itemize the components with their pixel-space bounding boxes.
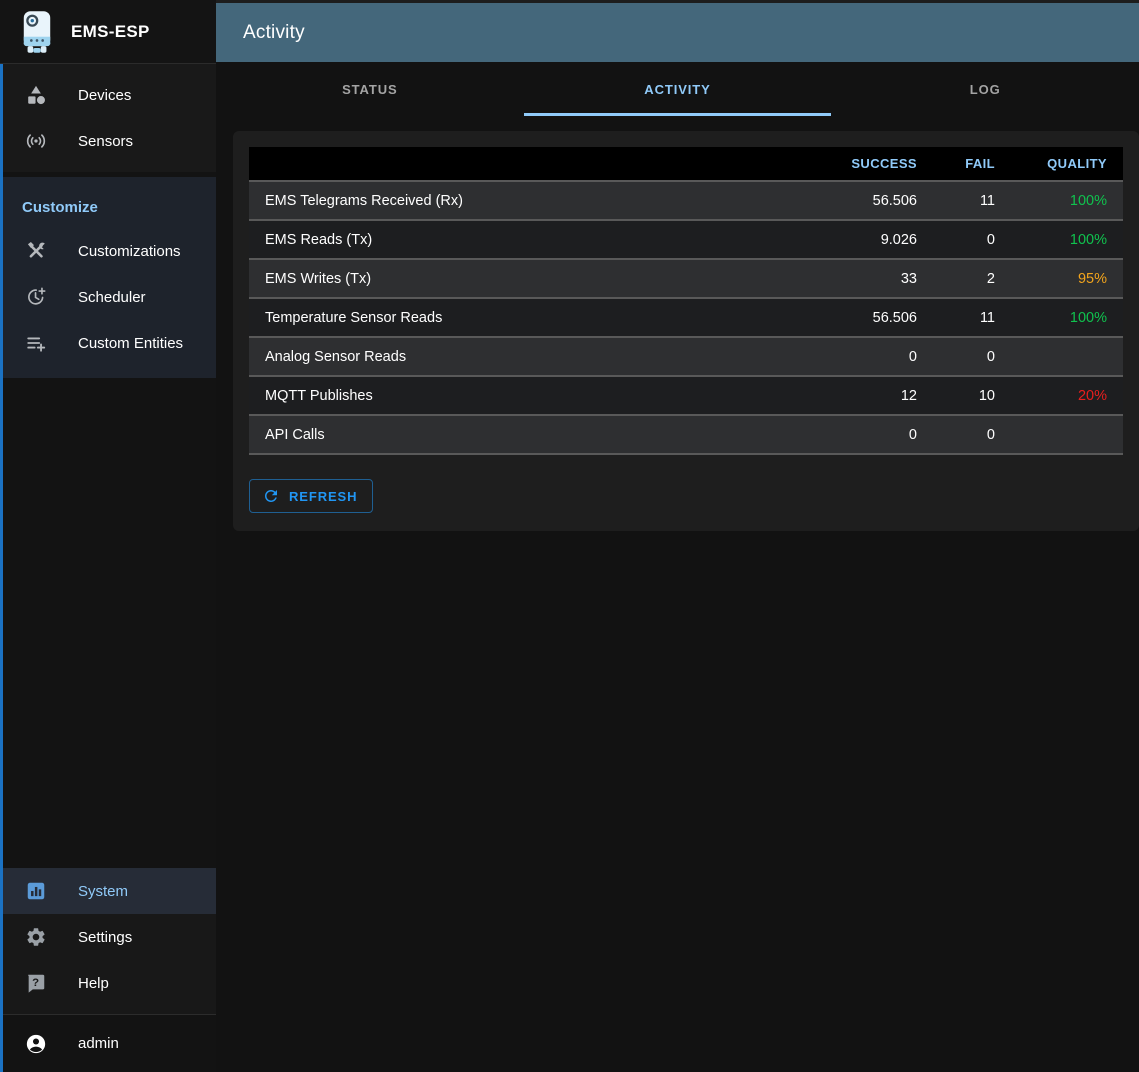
row-quality: 100% (1011, 298, 1123, 338)
sensors-icon (25, 130, 47, 152)
sidebar-divider (0, 1014, 216, 1015)
refresh-icon (262, 487, 280, 505)
column-header-success: SUCCESS (815, 147, 933, 182)
sidebar-spacer (0, 378, 216, 868)
sidebar-nav-main: Devices Sensors (0, 64, 216, 172)
row-fail: 10 (933, 376, 1011, 416)
brand-header: EMS-ESP (0, 0, 216, 64)
main-content: Activity STATUS ACTIVITY LOG SUCCESS FAI… (216, 0, 1139, 1072)
table-row: EMS Reads (Tx) 9.026 0 100% (249, 220, 1123, 260)
row-fail: 11 (933, 181, 1011, 221)
boiler-icon (20, 9, 54, 55)
sidebar-item-customizations[interactable]: Customizations (0, 228, 216, 274)
analytics-icon (25, 880, 47, 902)
sidebar-item-admin[interactable]: admin (0, 1015, 216, 1072)
sidebar-nav-bottom: System Settings ? Help (0, 868, 216, 1014)
appbar: Activity (216, 0, 1139, 62)
row-quality: 20% (1011, 376, 1123, 416)
table-row: EMS Telegrams Received (Rx) 56.506 11 10… (249, 181, 1123, 221)
user-name: admin (78, 1035, 119, 1052)
row-success: 33 (815, 259, 933, 299)
row-name: MQTT Publishes (249, 376, 815, 416)
sidebar-item-label: Scheduler (78, 288, 146, 306)
table-row: EMS Writes (Tx) 33 2 95% (249, 259, 1123, 299)
row-success: 56.506 (815, 298, 933, 338)
table-header-row: SUCCESS FAIL QUALITY (249, 147, 1123, 182)
sidebar-item-custom-entities[interactable]: Custom Entities (0, 320, 216, 366)
row-quality (1011, 415, 1123, 455)
sidebar: EMS-ESP Devices (0, 0, 216, 1072)
row-name: EMS Writes (Tx) (249, 259, 815, 299)
row-quality: 100% (1011, 181, 1123, 221)
refresh-button-label: REFRESH (289, 488, 358, 504)
sidebar-user-section: admin (0, 1015, 216, 1072)
activity-card: SUCCESS FAIL QUALITY EMS Telegrams Recei… (233, 131, 1139, 531)
sidebar-item-label: Sensors (78, 132, 134, 150)
sidebar-scrollbar[interactable] (0, 64, 3, 1072)
table-row: Temperature Sensor Reads 56.506 11 100% (249, 298, 1123, 338)
category-icon (25, 84, 47, 106)
column-header-fail: FAIL (933, 147, 1011, 182)
row-quality (1011, 337, 1123, 377)
sidebar-section-customize: Customize Customizations (0, 177, 216, 378)
row-name: EMS Telegrams Received (Rx) (249, 181, 815, 221)
svg-text:?: ? (32, 977, 39, 989)
customize-section-title: Customize (22, 199, 98, 216)
row-name: API Calls (249, 415, 815, 455)
brand-title: EMS-ESP (71, 21, 150, 41)
table-row: MQTT Publishes 12 10 20% (249, 376, 1123, 416)
more-time-icon (25, 286, 47, 308)
gear-icon (25, 926, 47, 948)
table-row: Analog Sensor Reads 0 0 (249, 337, 1123, 377)
row-success: 0 (815, 337, 933, 377)
row-quality: 100% (1011, 220, 1123, 260)
sidebar-item-label: Devices (78, 86, 132, 104)
row-name: Analog Sensor Reads (249, 337, 815, 377)
sidebar-item-scheduler[interactable]: Scheduler (0, 274, 216, 320)
row-fail: 0 (933, 415, 1011, 455)
row-success: 9.026 (815, 220, 933, 260)
table-row: API Calls 0 0 (249, 415, 1123, 455)
sidebar-item-help[interactable]: ? Help (0, 960, 216, 1006)
row-name: Temperature Sensor Reads (249, 298, 815, 338)
playlist-add-icon (25, 332, 47, 354)
row-fail: 0 (933, 220, 1011, 260)
construction-icon (25, 240, 47, 262)
sidebar-item-label: Settings (78, 928, 133, 946)
activity-table: SUCCESS FAIL QUALITY EMS Telegrams Recei… (249, 147, 1123, 455)
sidebar-item-label: Help (78, 974, 109, 992)
help-icon: ? (25, 972, 47, 994)
row-quality: 95% (1011, 259, 1123, 299)
page-title: Activity (243, 21, 305, 43)
tab-activity[interactable]: ACTIVITY (523, 62, 832, 116)
refresh-button[interactable]: REFRESH (249, 479, 374, 513)
column-header-name (249, 147, 815, 182)
account-circle-icon (25, 1033, 47, 1055)
column-header-quality: QUALITY (1011, 147, 1123, 182)
tab-status[interactable]: STATUS (342, 81, 398, 97)
row-success: 12 (815, 376, 933, 416)
sidebar-item-devices[interactable]: Devices (0, 72, 216, 118)
row-name: EMS Reads (Tx) (249, 220, 815, 260)
sidebar-item-system[interactable]: System (0, 868, 216, 914)
sidebar-item-label: Custom Entities (78, 334, 184, 352)
tab-bar: STATUS ACTIVITY LOG (216, 62, 1139, 116)
row-fail: 11 (933, 298, 1011, 338)
sidebar-item-label: Customizations (78, 242, 181, 260)
tab-log[interactable]: LOG (969, 81, 1001, 97)
row-success: 56.506 (815, 181, 933, 221)
sidebar-item-label: System (78, 882, 129, 900)
row-fail: 2 (933, 259, 1011, 299)
sidebar-item-sensors[interactable]: Sensors (0, 118, 216, 164)
sidebar-item-settings[interactable]: Settings (0, 914, 216, 960)
row-fail: 0 (933, 337, 1011, 377)
row-success: 0 (815, 415, 933, 455)
